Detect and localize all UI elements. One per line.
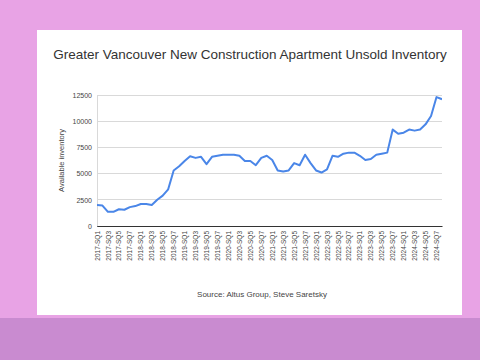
x-tick-label: 2021-SQ5 <box>291 231 299 261</box>
x-tick-label: 2024-SQ7 <box>433 231 441 261</box>
x-tick-label: 2024-SQ1 <box>400 231 408 261</box>
x-tick-label: 2018-SQ3 <box>148 231 156 261</box>
x-tick: 2020-SQ5 <box>247 231 255 261</box>
x-tick-label: 2018-SQ5 <box>159 231 167 261</box>
x-tick: 2020-SQ7 <box>258 231 266 261</box>
y-tick: 5000 <box>76 170 92 177</box>
grid-line <box>97 147 442 148</box>
x-tick: 2023-SQ5 <box>378 231 386 261</box>
x-tick: 2018-SQ5 <box>159 231 167 261</box>
series-line <box>97 97 442 212</box>
x-tick-label: 2023-SQ5 <box>378 231 386 261</box>
y-tick: 2500 <box>76 197 92 204</box>
x-tick-label: 2018-SQ1 <box>137 231 145 261</box>
x-tick-label: 2019-SQ1 <box>181 231 189 261</box>
x-tick: 2019-SQ3 <box>192 231 200 261</box>
x-tick: 2022-SQ1 <box>313 231 321 261</box>
x-tick-label: 2021-SQ1 <box>269 231 277 261</box>
x-tick-label: 2018-SQ7 <box>170 231 178 261</box>
x-tick: 2018-SQ1 <box>137 231 145 261</box>
chart: 025005000750010000125002017-SQ12017-SQ32… <box>0 0 480 360</box>
x-tick: 2024-SQ3 <box>411 231 419 261</box>
x-tick-label: 2020-SQ1 <box>225 231 233 261</box>
source: Source: Altus Group, Steve Saretsky <box>197 290 327 299</box>
grid-line <box>97 199 442 200</box>
x-tick-label: 2017-SQ3 <box>105 231 113 261</box>
x-tick-label: 2023-SQ3 <box>367 231 375 261</box>
x-tick: 2024-SQ1 <box>400 231 408 261</box>
y-tick: 7500 <box>76 144 92 151</box>
y-tick: 12500 <box>73 92 93 99</box>
x-tick: 2022-SQ5 <box>335 231 343 261</box>
x-tick: 2020-SQ3 <box>236 231 244 261</box>
x-tick: 2023-SQ3 <box>367 231 375 261</box>
x-tick-label: 2022-SQ3 <box>324 231 332 261</box>
y-tick-label: 0 <box>88 223 92 230</box>
x-tick: 2021-SQ5 <box>291 231 299 261</box>
x-tick-label: 2019-SQ5 <box>203 231 211 261</box>
x-tick: 2017-SQ7 <box>126 231 134 261</box>
x-tick: 2019-SQ5 <box>203 231 211 261</box>
x-tick-label: 2020-SQ5 <box>247 231 255 261</box>
x-tick: 2019-SQ7 <box>214 231 222 261</box>
grid-line <box>97 95 442 96</box>
title: Greater Vancouver New Construction Apart… <box>53 47 447 62</box>
x-tick: 2023-SQ1 <box>356 231 364 261</box>
x-tick: 2017-SQ1 <box>94 231 102 261</box>
card <box>37 30 462 315</box>
x-tick-label: 2024-SQ5 <box>422 231 430 261</box>
x-tick-label: 2024-SQ3 <box>411 231 419 261</box>
x-axis-line <box>98 226 443 227</box>
x-tick-label: 2020-SQ3 <box>236 231 244 261</box>
x-tick-label: 2021-SQ7 <box>302 231 310 261</box>
grid-line <box>97 173 442 174</box>
x-tick-label: 2017-SQ1 <box>94 231 102 261</box>
background <box>0 0 480 360</box>
x-tick-label: 2019-SQ3 <box>192 231 200 261</box>
grid-line <box>97 226 442 227</box>
x-tick-label: 2023-SQ7 <box>389 231 397 261</box>
y-tick: 10000 <box>73 118 93 125</box>
plot-area <box>97 97 442 212</box>
y-tick-label: 2500 <box>76 197 92 204</box>
x-tick-label: 2023-SQ1 <box>356 231 364 261</box>
x-tick-label: 2022-SQ7 <box>345 231 353 261</box>
x-tick: 2024-SQ5 <box>422 231 430 261</box>
x-tick-label: 2017-SQ5 <box>115 231 123 261</box>
x-tick-label: 2021-SQ3 <box>280 231 288 261</box>
x-tick: 2021-SQ7 <box>302 231 310 261</box>
x-tick-label: 2020-SQ7 <box>258 231 266 261</box>
x-tick: 2022-SQ3 <box>324 231 332 261</box>
y-axis-title: Available inventory <box>57 129 66 192</box>
x-tick: 2017-SQ5 <box>115 231 123 261</box>
y-tick-label: 7500 <box>76 144 92 151</box>
x-tick: 2021-SQ1 <box>269 231 277 261</box>
y-axis: 0 2500 5000 7500 10000 12500 <box>73 92 98 230</box>
x-axis: 2017-SQ12017-SQ32017-SQ52017-SQ72018-SQ1… <box>94 227 443 261</box>
x-tick: 2022-SQ7 <box>345 231 353 261</box>
x-tick-label: 2019-SQ7 <box>214 231 222 261</box>
y-tick-label: 10000 <box>73 118 93 125</box>
x-tick-label: 2022-SQ5 <box>335 231 343 261</box>
x-tick-label: 2017-SQ7 <box>126 231 134 261</box>
grid <box>97 95 442 226</box>
x-tick: 2019-SQ1 <box>181 231 189 261</box>
x-tick: 2018-SQ7 <box>170 231 178 261</box>
x-tick: 2021-SQ3 <box>280 231 288 261</box>
y-tick-label: 5000 <box>76 170 92 177</box>
y-tick: 0 <box>88 223 92 230</box>
x-tick: 2017-SQ3 <box>105 231 113 261</box>
x-tick-label: 2022-SQ1 <box>313 231 321 261</box>
y-axis-line <box>97 96 98 227</box>
grid-line <box>97 121 442 122</box>
x-tick: 2024-SQ7 <box>433 231 441 261</box>
x-tick: 2020-SQ1 <box>225 231 233 261</box>
y-tick-label: 12500 <box>73 92 93 99</box>
x-tick: 2018-SQ3 <box>148 231 156 261</box>
skyline-band <box>0 318 480 360</box>
x-tick: 2023-SQ7 <box>389 231 397 261</box>
